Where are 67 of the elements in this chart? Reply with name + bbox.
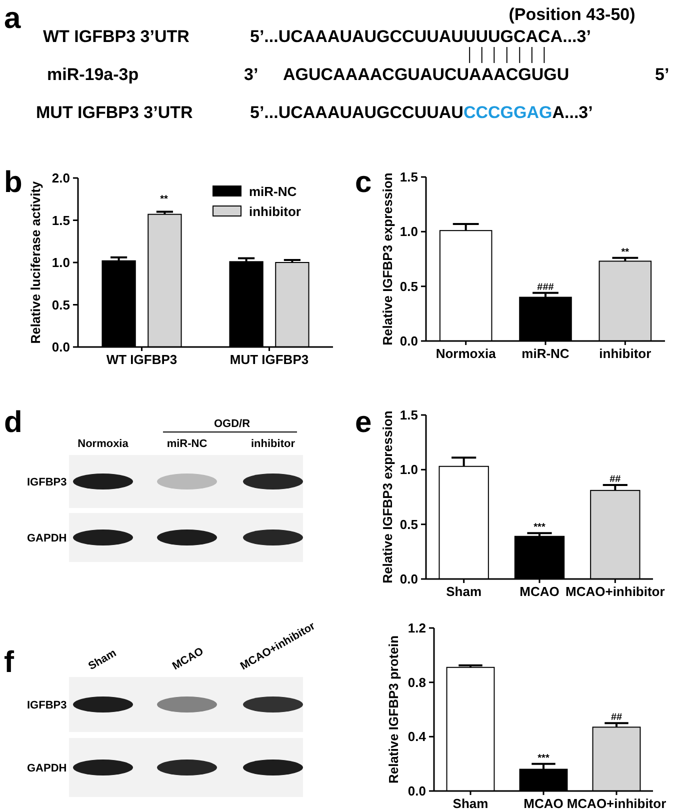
y-tick-label: 0.5 (400, 278, 418, 294)
y-tick-label: 0.8 (408, 674, 426, 690)
text: AGUCAAAACGUAUCUAAACGUGU (283, 65, 570, 84)
x-tick-label: MCAO (520, 584, 560, 599)
text: MUT IGFBP3 3’UTR (36, 103, 193, 122)
y-tick-label: 0.0 (400, 334, 418, 348)
y-tick-label: 1.5 (400, 170, 418, 184)
x-tick-label: MCAO+inhibitor (566, 796, 666, 811)
annotation: ## (610, 474, 622, 485)
annotation: ### (537, 282, 554, 293)
x-tick-label: miR-NC (522, 346, 570, 361)
text: 5’ (655, 65, 670, 84)
text: f (4, 646, 15, 679)
y-axis-title: Relative luciferase activity (28, 180, 43, 344)
y-tick-label: 0.0 (400, 572, 418, 586)
text: Normoxia (78, 438, 130, 450)
x-tick-label: MUT IGFBP3 (230, 352, 309, 367)
text: CCCGGAG (463, 103, 552, 122)
y-tick-label: 1.0 (400, 224, 418, 240)
x-tick-label: MCAO (524, 796, 564, 811)
text: OGD/R (214, 418, 250, 430)
text: GAPDH (27, 762, 67, 774)
y-tick-label: 2.0 (52, 170, 70, 186)
y-tick-label: 1.2 (408, 620, 426, 636)
text: miR-NC (166, 438, 208, 450)
text: (Position 43-50) (508, 5, 636, 24)
legend-label: miR-NC (249, 184, 298, 199)
y-tick-label: 0.0 (52, 340, 70, 354)
annotation: ## (610, 712, 622, 724)
text: IGFBP3 (27, 700, 67, 712)
text: miR-19a-3p (47, 65, 139, 84)
text: a (4, 2, 21, 35)
text: inhibitor (251, 438, 296, 450)
annotation: *** (538, 752, 550, 764)
y-tick-label: 0.0 (408, 784, 426, 798)
annotation: ** (160, 194, 168, 205)
annotation: ** (621, 246, 630, 258)
legend-label: inhibitor (249, 204, 301, 219)
text: d (4, 406, 22, 439)
text: 5’...UCAAAUAUGCCUUAU (250, 103, 464, 122)
annotation: *** (534, 522, 546, 534)
y-tick-label: 0.5 (52, 297, 70, 312)
text: GAPDH (27, 532, 67, 544)
chart-title: b (4, 166, 22, 199)
x-tick-label: Normoxia (436, 346, 497, 361)
chart-title: c (355, 166, 372, 199)
y-axis-title: Relative IGFBP3 expression (380, 410, 395, 584)
x-tick-label: Sham (452, 796, 488, 811)
text: WT IGFBP3 3’UTR (43, 27, 190, 46)
x-tick-label: Sham (446, 584, 482, 599)
y-axis-title: Relative IGFBP3 protein (386, 635, 401, 784)
text: IGFBP3 (27, 476, 67, 488)
y-tick-label: 0.5 (400, 516, 418, 532)
text: Sham (86, 647, 119, 673)
x-tick-label: WT IGFBP3 (106, 352, 178, 367)
y-tick-label: 1.5 (52, 212, 70, 228)
text: 3’ (244, 65, 258, 84)
y-tick-label: 0.4 (408, 729, 427, 744)
y-axis-title: Relative IGFBP3 expression (380, 172, 395, 346)
x-tick-label: MCAO+inhibitor (566, 584, 665, 599)
y-tick-label: 1.5 (400, 408, 418, 422)
text: A...3’ (552, 103, 593, 122)
x-tick-label: inhibitor (599, 346, 652, 361)
text: 5’...UCAAAUAUGCCUUAUUUUGCACA...3’ (250, 27, 591, 46)
y-tick-label: 1.0 (52, 255, 70, 270)
chart-title: e (355, 406, 372, 439)
y-tick-label: 1.0 (400, 462, 418, 478)
